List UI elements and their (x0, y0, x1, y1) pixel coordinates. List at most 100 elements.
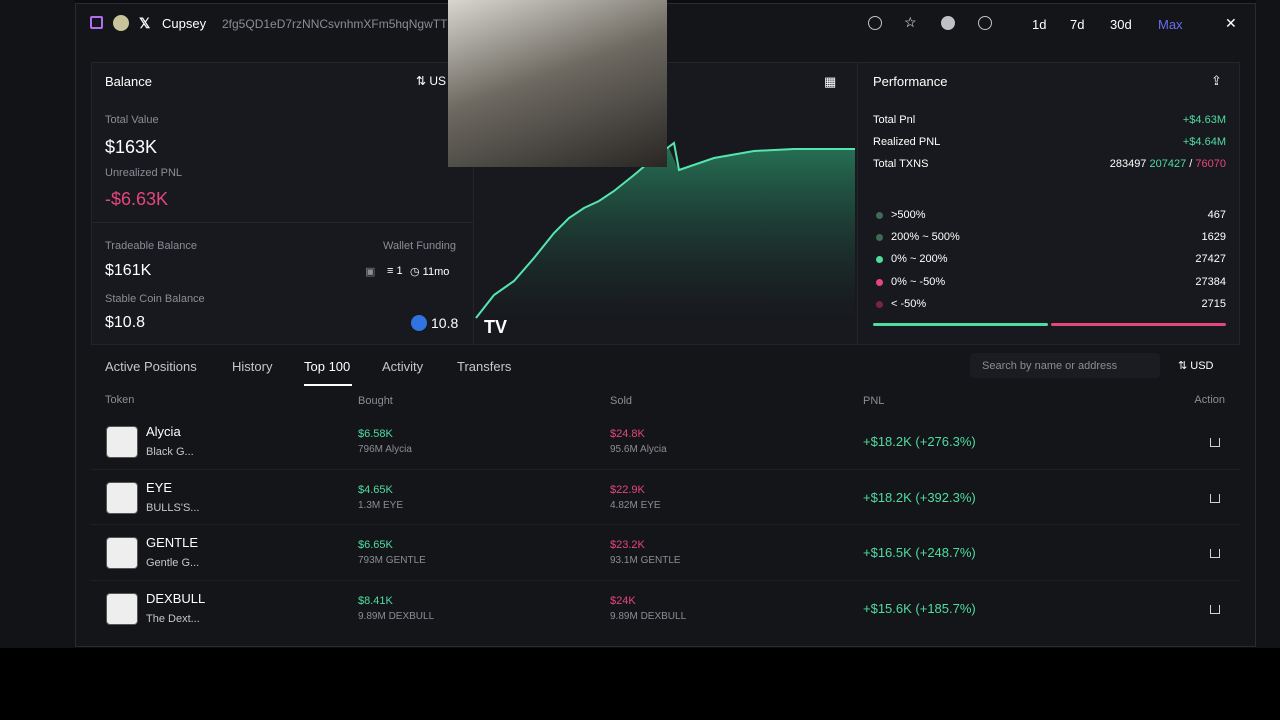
bought-value: $6.58K (358, 428, 393, 440)
row-divider (91, 468, 1240, 470)
close-button[interactable]: ✕ (1225, 15, 1237, 31)
total-pnl: +$4.63M (1182, 114, 1226, 126)
token-symbol[interactable]: DEXBULL (146, 590, 206, 606)
wallet-name: Cupsey (162, 16, 207, 31)
currency-toggle[interactable]: ⇅ US (416, 74, 447, 88)
performance-title: Performance (873, 74, 948, 89)
tab[interactable]: Active Positions (105, 359, 197, 374)
token-icon[interactable] (106, 592, 138, 625)
total-value: $163K (105, 137, 158, 157)
star-button[interactable]: ☆ (904, 14, 917, 30)
bucket-dot (876, 278, 883, 286)
bucket-count: 27427 (1195, 253, 1226, 266)
txns: 283497 207427 / 76070 (1110, 158, 1226, 170)
loss-bar (1051, 323, 1226, 326)
app-sidebar (0, 0, 75, 648)
timeframe-button[interactable]: 1d (1032, 17, 1047, 32)
stable-amount: 10.8 (431, 315, 459, 331)
app-background (1256, 0, 1280, 648)
wallet-age: ◷ 11mo (410, 266, 450, 278)
divider (857, 62, 858, 345)
search-box[interactable] (970, 353, 1160, 378)
sold-value: $24.8K (610, 428, 645, 440)
token-icon[interactable] (106, 481, 138, 514)
tab[interactable]: Transfers (457, 359, 512, 374)
bucket-label: 0% ~ -50% (891, 275, 946, 288)
share-action[interactable] (1210, 604, 1220, 614)
webcam-overlay (448, 0, 667, 167)
column-header: Token (105, 394, 135, 406)
bucket-count: 2715 (1201, 297, 1226, 310)
x-icon[interactable]: 𝕏 (139, 15, 151, 31)
pnl: +$15.6K (+185.7%) (863, 600, 976, 616)
track-button[interactable] (941, 16, 955, 30)
pnl: +$16.5K (+248.7%) (863, 545, 976, 560)
txns-total: 283497 (1109, 158, 1147, 170)
pnl: +$18.2K (+276.3%) (863, 434, 976, 449)
divider (473, 62, 474, 345)
column-header: Bought (358, 395, 393, 407)
count: 1 (396, 265, 403, 277)
label: Unrealized PNL (105, 167, 183, 179)
share-button[interactable]: ⇪ (1211, 73, 1222, 88)
sold-amount: 93.1M GENTLE (610, 555, 681, 566)
hide-button[interactable] (868, 16, 882, 30)
share-action[interactable] (1210, 549, 1220, 558)
usdc-icon (411, 315, 427, 331)
column-header: Sold (610, 395, 633, 407)
bucket-label: >500% (891, 209, 926, 221)
token-icon[interactable] (106, 426, 138, 458)
pnl: +$18.2K (+392.3%) (863, 489, 976, 505)
currency: USD (1190, 360, 1214, 372)
search-button[interactable] (978, 16, 992, 30)
txns-buy: 207427 (1149, 158, 1187, 170)
token-name: The Dext... (146, 612, 200, 625)
column-header: PNL (863, 395, 885, 407)
timeframe-button[interactable]: 7d (1070, 17, 1085, 32)
share-action[interactable] (1210, 438, 1220, 447)
unrealized-pnl: -$6.63K (105, 189, 169, 209)
label: Realized PNL (873, 136, 941, 148)
token-symbol[interactable]: EYE (146, 479, 173, 495)
tab[interactable]: Activity (382, 359, 424, 374)
token-name: BULLS'S... (146, 501, 200, 514)
realized-pnl: +$4.64M (1182, 136, 1226, 148)
search-placeholder: Search by name or address (982, 360, 1118, 372)
bucket-count: 467 (1207, 209, 1226, 221)
token-symbol[interactable]: Alycia (146, 424, 181, 439)
bucket-dot (876, 300, 883, 308)
sold-amount: 95.6M Alycia (610, 444, 667, 455)
sold-amount: 4.82M EYE (610, 499, 661, 511)
bought-amount: 9.89M DEXBULL (358, 610, 435, 622)
wallet-count: ≡ 1 (387, 265, 403, 277)
token-name: Black G... (146, 446, 194, 458)
pnl-chart: TV (475, 141, 855, 337)
wallet-icon: ▣ (365, 266, 376, 278)
bucket-label: 0% ~ 200% (891, 253, 948, 266)
bucket-count: 1629 (1201, 231, 1226, 244)
label: Total Pnl (873, 114, 916, 126)
tab-active[interactable]: Top 100 (304, 359, 351, 374)
age: 11mo (422, 266, 450, 278)
token-icon[interactable] (106, 537, 138, 569)
calendar-button[interactable]: ▦ (824, 74, 837, 89)
tab-underline (304, 384, 352, 386)
txns-sell: 76070 (1195, 158, 1226, 170)
token-symbol[interactable]: GENTLE (146, 535, 199, 550)
row-divider (91, 524, 1240, 525)
avatar (113, 15, 129, 31)
timeframe-button[interactable]: 30d (1110, 17, 1132, 32)
timeframe-button-active[interactable]: Max (1158, 17, 1183, 32)
tab[interactable]: History (232, 359, 273, 374)
wallet-address[interactable]: 2fg5QD1eD7rzNNCsvnhmXFm5hqNgwTTG8p (222, 17, 471, 31)
win-bar (873, 323, 1048, 326)
sold-value: $22.9K (610, 483, 645, 496)
currency-toggle[interactable]: ⇅ USD (1178, 360, 1214, 372)
sold-amount: 9.89M DEXBULL (610, 610, 687, 622)
label: Total TXNS (873, 158, 929, 170)
label: Total Value (105, 114, 159, 126)
label: Tradeable Balance (105, 240, 197, 252)
share-action[interactable] (1210, 493, 1220, 503)
bought-amount: 793M GENTLE (358, 555, 426, 566)
